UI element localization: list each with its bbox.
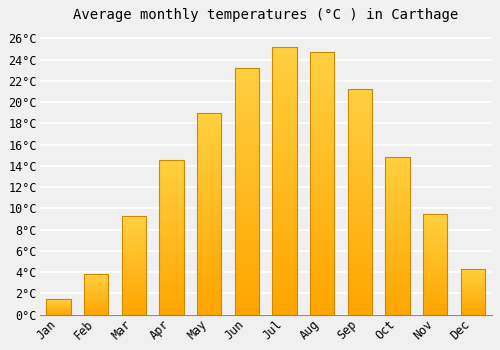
- Bar: [234, 68, 259, 315]
- Bar: [385, 157, 409, 315]
- Bar: [423, 214, 448, 315]
- Bar: [84, 274, 108, 315]
- Bar: [197, 113, 222, 315]
- Title: Average monthly temperatures (°C ) in Carthage: Average monthly temperatures (°C ) in Ca…: [73, 8, 458, 22]
- Bar: [272, 47, 296, 315]
- Bar: [159, 161, 184, 315]
- Bar: [460, 269, 485, 315]
- Bar: [310, 52, 334, 315]
- Bar: [348, 89, 372, 315]
- Bar: [122, 216, 146, 315]
- Bar: [46, 299, 70, 315]
